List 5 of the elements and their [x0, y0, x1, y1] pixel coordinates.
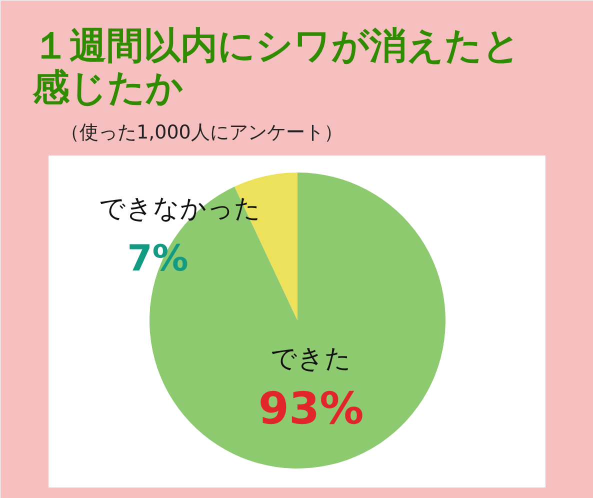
slice-label: できなかった [98, 194, 261, 224]
slice-label: できた [270, 344, 352, 374]
chart-title: １週間以内にシワが消えたと感じたか [32, 24, 520, 109]
data-label: 93% [258, 384, 364, 435]
chart-subtitle: （使った1,000人にアンケート） [60, 122, 343, 144]
